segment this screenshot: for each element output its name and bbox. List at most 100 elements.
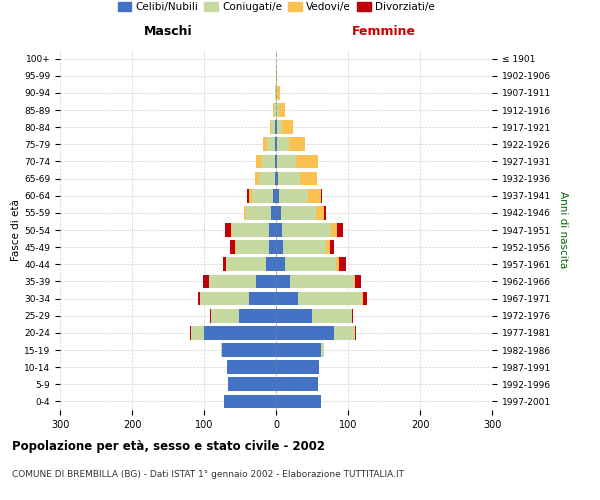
Bar	[276, 240, 283, 254]
Bar	[276, 120, 277, 134]
Bar	[312, 309, 352, 322]
Bar	[276, 206, 281, 220]
Bar	[221, 343, 222, 357]
Bar	[274, 103, 276, 117]
Bar	[338, 258, 346, 271]
Bar	[316, 206, 324, 220]
Bar	[289, 138, 305, 151]
Bar	[276, 189, 279, 202]
Bar	[271, 206, 276, 220]
Bar	[262, 154, 275, 168]
Bar	[355, 326, 356, 340]
Bar	[269, 223, 276, 237]
Bar	[276, 309, 312, 322]
Text: Popolazione per età, sesso e stato civile - 2002: Popolazione per età, sesso e stato civil…	[12, 440, 325, 453]
Bar	[363, 292, 367, 306]
Bar	[276, 172, 278, 185]
Bar	[200, 292, 248, 306]
Bar	[244, 206, 247, 220]
Bar	[227, 360, 276, 374]
Bar	[273, 189, 276, 202]
Bar	[211, 309, 239, 322]
Bar	[251, 189, 273, 202]
Bar	[225, 223, 230, 237]
Text: COMUNE DI BREMBILLA (BG) - Dati ISTAT 1° gennaio 2002 - Elaborazione TUTTITALIA.: COMUNE DI BREMBILLA (BG) - Dati ISTAT 1°…	[12, 470, 404, 479]
Bar	[276, 360, 319, 374]
Bar	[204, 326, 276, 340]
Bar	[276, 343, 320, 357]
Bar	[263, 138, 266, 151]
Bar	[277, 154, 296, 168]
Bar	[266, 138, 275, 151]
Bar	[275, 172, 276, 185]
Bar	[197, 292, 200, 306]
Bar	[290, 274, 354, 288]
Bar	[331, 223, 337, 237]
Bar	[226, 258, 266, 271]
Bar	[248, 189, 251, 202]
Bar	[284, 258, 337, 271]
Bar	[276, 154, 277, 168]
Y-axis label: Fasce di età: Fasce di età	[11, 199, 21, 261]
Bar	[355, 274, 361, 288]
Bar	[330, 240, 334, 254]
Bar	[255, 172, 259, 185]
Bar	[279, 189, 308, 202]
Bar	[190, 326, 191, 340]
Text: Femmine: Femmine	[352, 25, 416, 38]
Bar	[247, 206, 271, 220]
Bar	[239, 309, 276, 322]
Bar	[277, 86, 280, 100]
Bar	[279, 103, 284, 117]
Bar	[209, 274, 256, 288]
Bar	[266, 258, 276, 271]
Bar	[230, 240, 235, 254]
Bar	[298, 292, 362, 306]
Bar	[326, 240, 330, 254]
Bar	[283, 120, 293, 134]
Bar	[256, 154, 262, 168]
Bar	[222, 343, 276, 357]
Bar	[271, 120, 275, 134]
Bar	[203, 274, 209, 288]
Bar	[352, 309, 353, 322]
Bar	[191, 326, 204, 340]
Bar	[276, 223, 283, 237]
Bar	[276, 103, 279, 117]
Bar	[223, 258, 226, 271]
Bar	[281, 206, 316, 220]
Bar	[247, 189, 248, 202]
Bar	[334, 326, 355, 340]
Bar	[308, 189, 320, 202]
Bar	[283, 240, 326, 254]
Bar	[278, 172, 300, 185]
Bar	[276, 69, 277, 82]
Bar	[275, 86, 276, 100]
Bar	[296, 154, 318, 168]
Bar	[362, 292, 363, 306]
Bar	[354, 274, 355, 288]
Bar	[277, 120, 283, 134]
Bar	[230, 223, 232, 237]
Text: Maschi: Maschi	[143, 25, 193, 38]
Bar	[276, 394, 320, 408]
Bar	[276, 326, 334, 340]
Bar	[256, 274, 276, 288]
Bar	[259, 172, 275, 185]
Bar	[236, 240, 269, 254]
Legend: Celibi/Nubili, Coniugati/e, Vedovi/e, Divorziati/e: Celibi/Nubili, Coniugati/e, Vedovi/e, Di…	[113, 0, 439, 16]
Bar	[276, 292, 298, 306]
Bar	[235, 240, 236, 254]
Bar	[229, 378, 276, 391]
Bar	[320, 189, 322, 202]
Bar	[337, 223, 343, 237]
Bar	[283, 223, 331, 237]
Bar	[337, 258, 338, 271]
Bar	[276, 138, 277, 151]
Y-axis label: Anni di nascita: Anni di nascita	[557, 192, 568, 268]
Bar	[276, 86, 277, 100]
Bar	[276, 274, 290, 288]
Bar	[276, 258, 284, 271]
Bar	[276, 378, 318, 391]
Bar	[224, 394, 276, 408]
